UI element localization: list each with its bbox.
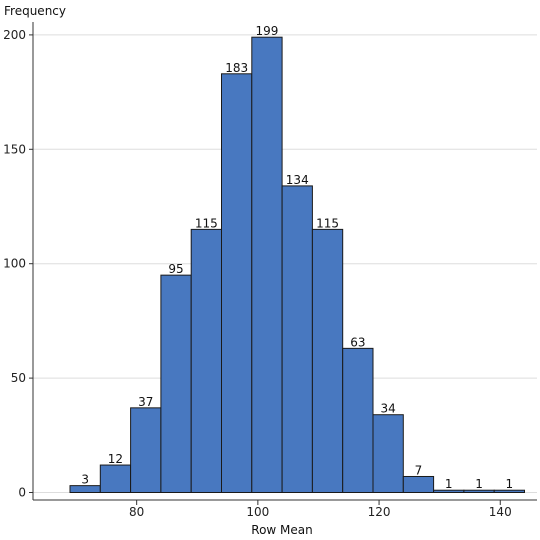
x-tick-label: 120 — [368, 505, 391, 519]
bar-count-label: 95 — [168, 262, 183, 276]
bar-count-label: 7 — [415, 463, 423, 477]
x-tick-label: 100 — [246, 505, 269, 519]
histogram-bar — [251, 36, 283, 494]
bar-count-label: 183 — [225, 61, 248, 75]
bar-count-label: 1 — [506, 477, 514, 491]
y-tick-label: 50 — [11, 371, 26, 385]
histogram-bar — [130, 407, 162, 493]
y-tick-label: 200 — [3, 28, 26, 42]
bar-count-label: 115 — [316, 216, 339, 230]
histogram-bar — [221, 73, 253, 494]
histogram-bar — [402, 475, 435, 494]
data-labels: 3 12 37 95 115 183 199 134 115 63 34 7 1 1 1 — [81, 24, 513, 491]
histogram-bar — [342, 347, 374, 493]
bar-count-label: 199 — [255, 24, 278, 38]
bars — [69, 36, 526, 494]
histogram-bar — [160, 274, 192, 494]
y-axis-title: Frequency — [4, 4, 66, 18]
ticks: 0 50 100 150 200 80 100 120 140 — [3, 28, 512, 519]
bar-count-label: 12 — [108, 452, 123, 466]
histogram-bar — [372, 414, 404, 494]
x-tick-label: 140 — [489, 505, 512, 519]
bar-count-label: 37 — [138, 395, 153, 409]
y-tick-label: 0 — [18, 486, 26, 500]
axes — [32, 22, 537, 501]
y-tick-label: 150 — [3, 142, 26, 156]
histogram-bar — [493, 489, 526, 494]
bar-count-label: 1 — [475, 477, 483, 491]
bar-count-label: 3 — [81, 473, 89, 487]
bar-count-label: 63 — [350, 335, 365, 349]
x-tick-label: 80 — [129, 505, 144, 519]
histogram-bar — [99, 464, 132, 494]
histogram-bar — [311, 228, 344, 493]
bar-count-label: 134 — [286, 173, 309, 187]
bar-count-label: 115 — [195, 216, 218, 230]
histogram-bar — [190, 228, 222, 493]
histogram-bar — [281, 185, 313, 494]
bar-count-label: 1 — [445, 477, 453, 491]
x-axis-title: Row Mean — [251, 523, 312, 537]
y-tick-label: 100 — [3, 257, 26, 271]
histogram-bar — [69, 485, 101, 493]
bar-count-label: 34 — [381, 402, 396, 416]
